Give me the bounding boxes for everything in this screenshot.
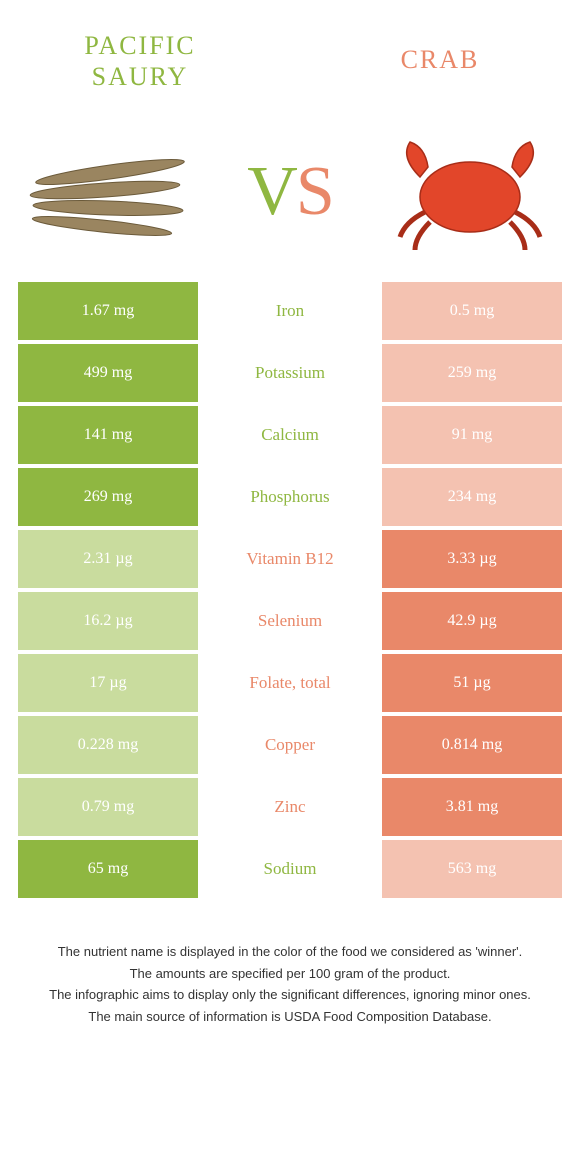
nutrient-name: Folate, total (198, 654, 382, 712)
table-row: 141 mgCalcium91 mg (18, 406, 562, 464)
right-value: 91 mg (382, 406, 562, 464)
left-value: 17 µg (18, 654, 198, 712)
right-value: 234 mg (382, 468, 562, 526)
vs-s: S (296, 153, 333, 230)
left-value: 65 mg (18, 840, 198, 898)
right-value: 3.81 mg (382, 778, 562, 836)
nutrient-name: Vitamin B12 (198, 530, 382, 588)
left-value: 269 mg (18, 468, 198, 526)
nutrient-name: Potassium (198, 344, 382, 402)
header: PACIFICSAURY CRAB (0, 0, 580, 102)
right-value: 0.5 mg (382, 282, 562, 340)
right-value: 42.9 µg (382, 592, 562, 650)
left-value: 141 mg (18, 406, 198, 464)
table-row: 0.79 mgZinc3.81 mg (18, 778, 562, 836)
footer-line: The nutrient name is displayed in the co… (30, 942, 550, 962)
left-value: 2.31 µg (18, 530, 198, 588)
right-value: 51 µg (382, 654, 562, 712)
nutrient-name: Phosphorus (198, 468, 382, 526)
nutrient-name: Copper (198, 716, 382, 774)
table-row: 0.228 mgCopper0.814 mg (18, 716, 562, 774)
vs-v: V (247, 153, 296, 230)
right-value: 563 mg (382, 840, 562, 898)
crab-icon (380, 122, 560, 262)
footer-line: The infographic aims to display only the… (30, 985, 550, 1005)
left-value: 0.79 mg (18, 778, 198, 836)
food-title-left: PACIFICSAURY (40, 30, 240, 92)
vs-row: VS (0, 102, 580, 282)
left-value: 16.2 µg (18, 592, 198, 650)
right-value: 3.33 µg (382, 530, 562, 588)
table-row: 2.31 µgVitamin B123.33 µg (18, 530, 562, 588)
table-row: 65 mgSodium563 mg (18, 840, 562, 898)
nutrient-name: Iron (198, 282, 382, 340)
food-title-right: CRAB (340, 30, 540, 92)
footer-line: The amounts are specified per 100 gram o… (30, 964, 550, 984)
table-row: 16.2 µgSelenium42.9 µg (18, 592, 562, 650)
table-row: 1.67 mgIron0.5 mg (18, 282, 562, 340)
footer-line: The main source of information is USDA F… (30, 1007, 550, 1027)
table-row: 499 mgPotassium259 mg (18, 344, 562, 402)
fish-icon (20, 122, 200, 262)
nutrient-name: Calcium (198, 406, 382, 464)
right-value: 0.814 mg (382, 716, 562, 774)
vs-label: VS (247, 152, 333, 232)
left-value: 0.228 mg (18, 716, 198, 774)
nutrient-name: Zinc (198, 778, 382, 836)
right-value: 259 mg (382, 344, 562, 402)
table-row: 269 mgPhosphorus234 mg (18, 468, 562, 526)
table-row: 17 µgFolate, total51 µg (18, 654, 562, 712)
nutrient-name: Selenium (198, 592, 382, 650)
nutrient-name: Sodium (198, 840, 382, 898)
left-value: 499 mg (18, 344, 198, 402)
nutrient-table: 1.67 mgIron0.5 mg499 mgPotassium259 mg14… (0, 282, 580, 898)
left-value: 1.67 mg (18, 282, 198, 340)
footer-notes: The nutrient name is displayed in the co… (0, 902, 580, 1026)
